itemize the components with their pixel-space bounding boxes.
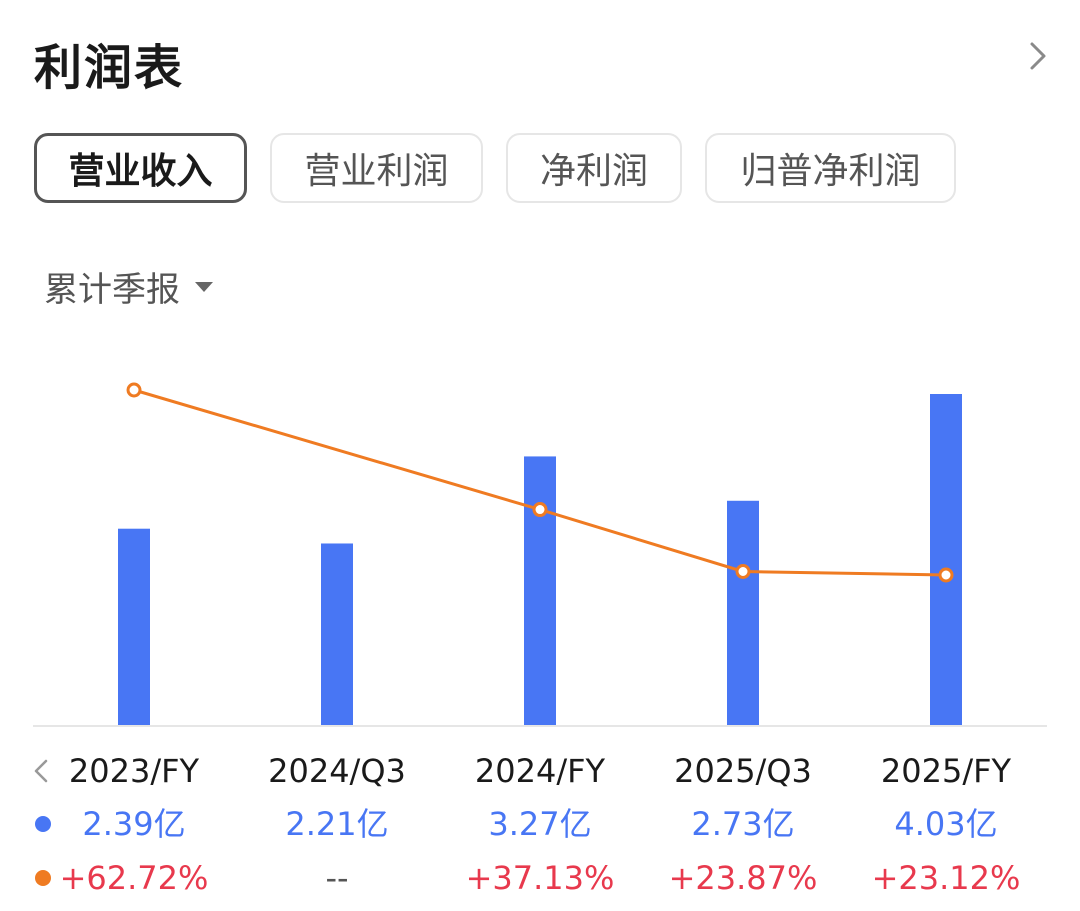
revenue-value-label: 3.27亿 [488, 805, 592, 843]
tab-net-profit[interactable]: 净利润 [506, 133, 682, 203]
chevron-right-icon[interactable] [1022, 38, 1054, 74]
category-row: 2023/FY 2024/Q3 2024/FY 2025/Q3 2025/FY [0, 747, 1080, 795]
growth-line [133, 388, 947, 577]
growth-point[interactable] [532, 502, 548, 518]
category-label: 2025/FY [880, 752, 1012, 790]
tab-attributable-net-profit[interactable]: 归普净利润 [705, 133, 956, 203]
page-title: 利润表 [34, 40, 185, 96]
growth-row: +62.72% -- +37.13% +23.87% +23.12% [0, 854, 1080, 902]
revenue-bar[interactable] [727, 500, 759, 725]
growth-value-label: +62.72% [59, 859, 209, 897]
category-label: 2024/FY [474, 752, 606, 790]
revenue-value-label: 4.03亿 [894, 805, 998, 843]
growth-value-label: +37.13% [465, 859, 615, 897]
growth-point[interactable] [735, 563, 751, 579]
revenue-value-label: 2.73亿 [691, 805, 795, 843]
category-label: 2025/Q3 [674, 752, 812, 790]
revenue-bar[interactable] [321, 543, 353, 725]
chevron-left-icon[interactable] [30, 756, 52, 786]
revenue-bar[interactable] [930, 394, 962, 725]
revenue-legend-dot [35, 816, 51, 832]
caret-down-icon [195, 281, 213, 292]
revenue-row: 2.39亿 2.21亿 3.27亿 2.73亿 4.03亿 [0, 800, 1080, 848]
revenue-bar[interactable] [118, 528, 150, 725]
growth-value-label: +23.12% [871, 859, 1021, 897]
tab-revenue[interactable]: 营业收入 [34, 133, 247, 203]
tab-operating-profit[interactable]: 营业利润 [270, 133, 483, 203]
period-selector[interactable]: 累计季报 [44, 262, 214, 311]
category-label: 2024/Q3 [268, 752, 406, 790]
revenue-value-label: 2.21亿 [285, 805, 389, 843]
growth-legend-dot [35, 870, 51, 886]
category-label: 2023/FY [68, 752, 200, 790]
revenue-chart [33, 382, 1047, 727]
revenue-bar[interactable] [524, 456, 556, 725]
revenue-value-label: 2.39亿 [82, 805, 186, 843]
growth-point[interactable] [938, 567, 954, 583]
period-selector-label: 累计季报 [44, 270, 180, 310]
growth-value-label: -- [325, 859, 349, 897]
growth-point[interactable] [126, 382, 142, 398]
growth-value-label: +23.87% [668, 859, 818, 897]
